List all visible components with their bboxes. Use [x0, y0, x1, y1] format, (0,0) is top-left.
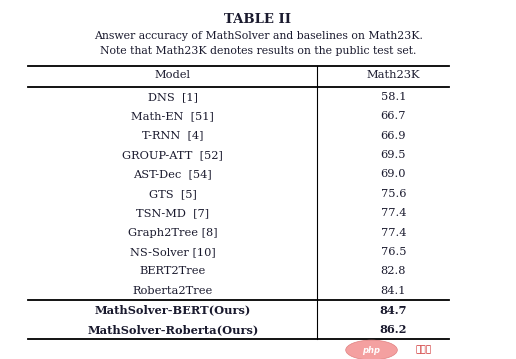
- Text: 76.5: 76.5: [381, 247, 406, 257]
- Ellipse shape: [346, 340, 397, 359]
- Text: Math23K: Math23K: [367, 70, 420, 80]
- Text: GTS  [5]: GTS [5]: [149, 189, 197, 199]
- Text: TABLE II: TABLE II: [224, 13, 292, 25]
- Text: 69.5: 69.5: [381, 150, 406, 160]
- Text: 66.9: 66.9: [381, 131, 406, 141]
- Text: Model: Model: [155, 70, 191, 80]
- Text: 75.6: 75.6: [381, 189, 406, 199]
- Text: GROUP-ATT  [52]: GROUP-ATT [52]: [122, 150, 223, 160]
- Text: NS-Solver [10]: NS-Solver [10]: [130, 247, 216, 257]
- Text: T-RNN  [4]: T-RNN [4]: [142, 131, 204, 141]
- Text: Graph2Tree [8]: Graph2Tree [8]: [128, 228, 218, 238]
- Text: Answer accuracy of MathSolver and baselines on Math23K.: Answer accuracy of MathSolver and baseli…: [93, 31, 423, 41]
- Text: 77.4: 77.4: [381, 208, 406, 218]
- Text: TSN-MD  [7]: TSN-MD [7]: [136, 208, 209, 218]
- Text: DNS  [1]: DNS [1]: [148, 92, 198, 102]
- Text: php: php: [363, 345, 380, 355]
- Text: 86.2: 86.2: [380, 324, 407, 335]
- Text: 中文网: 中文网: [415, 345, 431, 355]
- Text: MathSolver-Roberta(Ours): MathSolver-Roberta(Ours): [87, 324, 259, 335]
- Text: 84.7: 84.7: [380, 305, 407, 316]
- Text: 69.0: 69.0: [381, 169, 406, 180]
- Text: 66.7: 66.7: [381, 111, 406, 121]
- Text: 84.1: 84.1: [381, 286, 406, 296]
- Text: AST-Dec  [54]: AST-Dec [54]: [134, 169, 212, 180]
- Text: Roberta2Tree: Roberta2Tree: [133, 286, 213, 296]
- Text: 58.1: 58.1: [381, 92, 406, 102]
- Text: BERT2Tree: BERT2Tree: [140, 266, 206, 276]
- Text: 82.8: 82.8: [381, 266, 406, 276]
- Text: 77.4: 77.4: [381, 228, 406, 238]
- Text: MathSolver-BERT(Ours): MathSolver-BERT(Ours): [94, 305, 251, 316]
- Text: Note that Math23K denotes results on the public test set.: Note that Math23K denotes results on the…: [100, 46, 416, 56]
- Text: Math-EN  [51]: Math-EN [51]: [132, 111, 214, 121]
